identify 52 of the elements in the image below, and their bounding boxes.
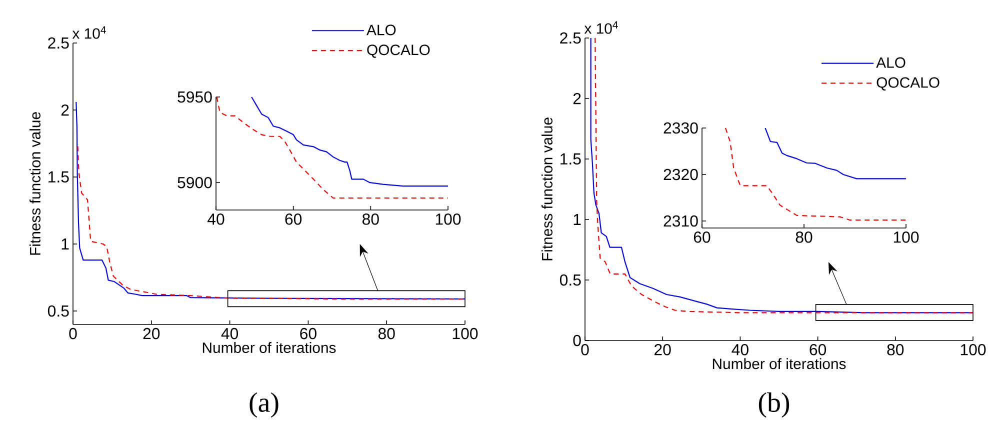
y-tick-label: 0.5 (48, 305, 69, 317)
text: x 10$^{4}$ (584, 21, 618, 34)
x-tick-label: 0 (69, 328, 77, 340)
y-axis-title: Fitness function value (542, 118, 552, 260)
x-tick-label: 100 (436, 214, 461, 225)
y-tick-label: 2 (573, 92, 581, 104)
x-tick-label: 60 (300, 328, 316, 340)
y-tick-label: 2 (61, 104, 69, 116)
y-tick-label: 1 (62, 238, 69, 250)
y-tick-label: 1.5 (48, 171, 69, 183)
legend-label: ALO (876, 57, 906, 68)
x-tick-label: 20 (143, 328, 160, 340)
x-tick-label: 80 (887, 344, 904, 356)
x-axis-title: Number of iterations (712, 358, 846, 370)
y-tick-label: 2330 (664, 122, 698, 134)
x-axis-title: Number of iterations (202, 342, 336, 354)
line-series (764, 128, 906, 180)
line-series (251, 97, 448, 187)
x-tick-label: 60 (285, 214, 302, 225)
line-series (77, 146, 466, 300)
x-tick-label: 80 (362, 214, 379, 225)
y-axis-title: Fitness function value (30, 112, 40, 255)
x-tick-label: 100 (452, 328, 478, 340)
text: (b) (758, 392, 790, 418)
x-tick-label: 100 (960, 344, 986, 356)
line-series (724, 128, 906, 221)
x-tick-label: 80 (378, 328, 395, 340)
text: x 10$^{4}$ (72, 26, 106, 39)
x-tick-label: 40 (732, 344, 748, 356)
y-tick-label: 2.5 (48, 37, 69, 49)
x-tick-label: 0 (581, 344, 589, 356)
line-series (76, 101, 466, 300)
y-tick-label: 5950 (178, 91, 212, 103)
x-tick-label: 40 (207, 214, 224, 225)
legend-label: QOCALO (876, 77, 940, 90)
line-series (216, 97, 448, 199)
y-tick-label: 2320 (664, 168, 698, 180)
y-tick-label: 5900 (178, 176, 212, 188)
y-tick-label: 2.5 (560, 32, 581, 44)
x-tick-label: 60 (810, 344, 826, 356)
x-tick-label: 80 (796, 232, 812, 243)
text: (a) (250, 392, 278, 418)
x-tick-label: 60 (694, 232, 710, 243)
y-tick-label: 0.5 (560, 274, 581, 286)
legend-label: QOCALO (367, 44, 430, 58)
x-tick-label: 40 (221, 328, 238, 340)
y-tick-label: 1 (574, 214, 581, 225)
x-tick-label: 20 (654, 344, 671, 356)
y-tick-label: 1.5 (560, 153, 581, 165)
legend-label: ALO (366, 24, 396, 36)
x-tick-label: 100 (894, 232, 919, 243)
y-tick-label: 2310 (664, 215, 698, 227)
